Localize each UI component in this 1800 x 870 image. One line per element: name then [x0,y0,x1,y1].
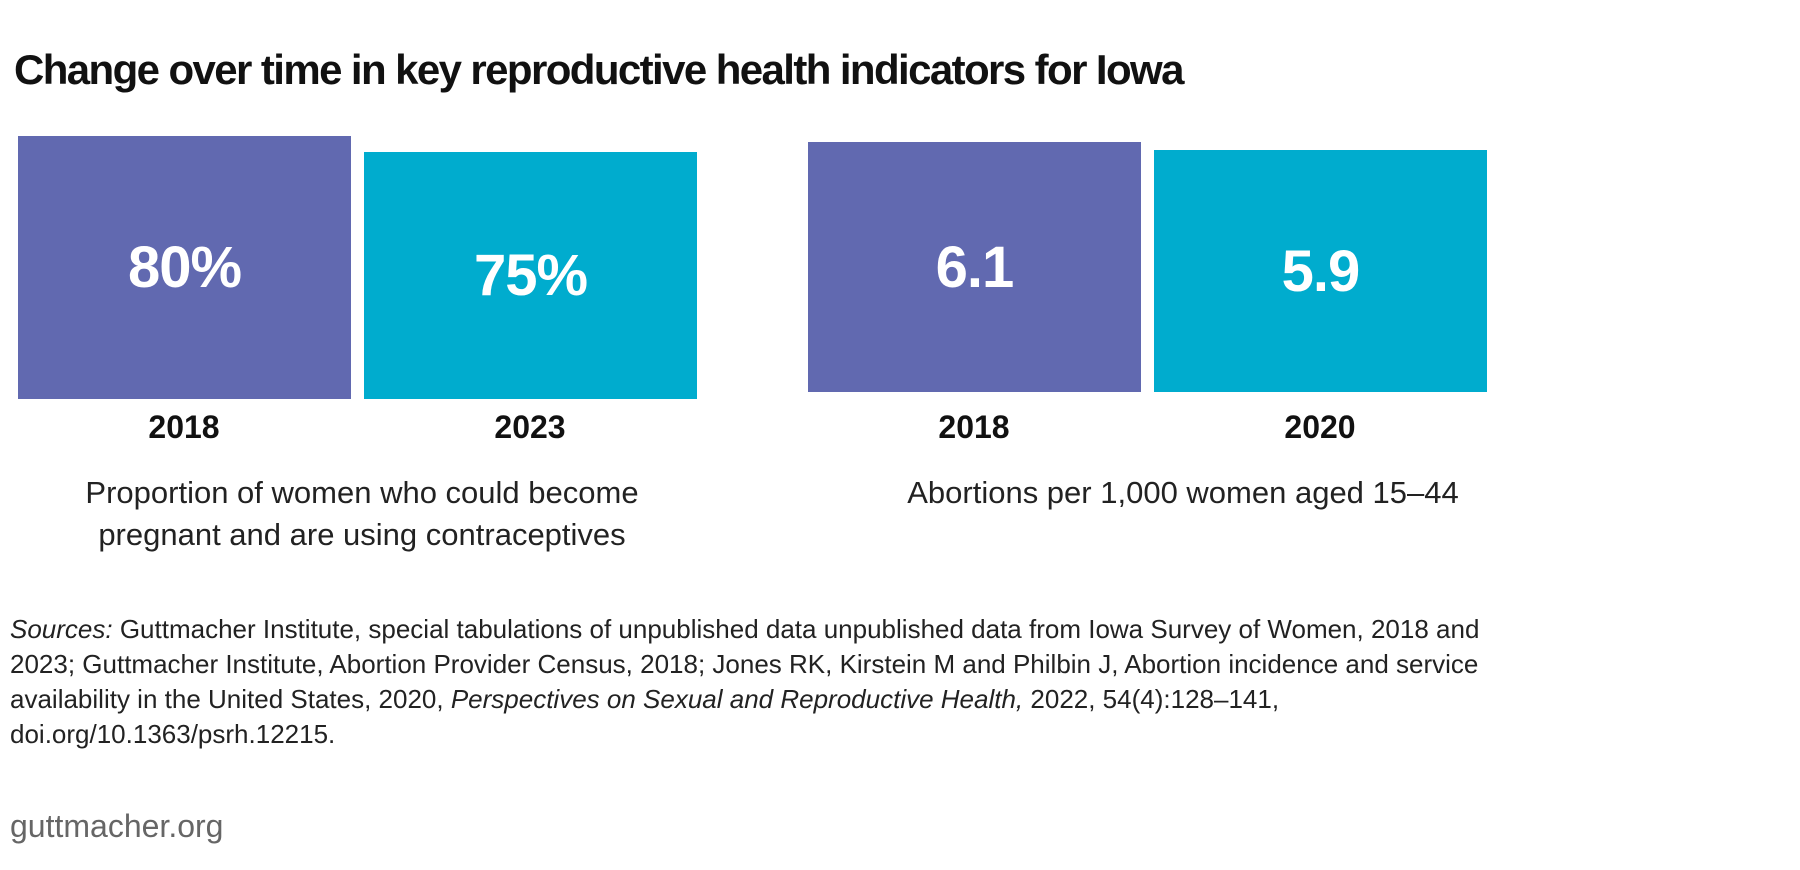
sources-note: Sources: Guttmacher Institute, special t… [10,612,1530,752]
caption-contraception: Proportion of women who could become pre… [18,472,706,556]
bar-abortion-2020: 5.9 [1154,150,1487,392]
data-label-contraception-2018: 80% [127,235,242,300]
data-label-abortion-2018: 6.1 [935,234,1015,300]
tick-label-abortion-2020: 2020 [1284,409,1356,445]
tick-label-abortion-2018: 2018 [938,409,1010,445]
bar-contraception-2018: 80% [18,136,351,399]
sources-text-1: Guttmacher Institute, special tabulation… [10,614,1480,714]
tick-label-contraception-2018: 2018 [148,409,220,445]
data-label-abortion-2020: 5.9 [1281,238,1361,304]
sources-label: Sources: [10,614,113,644]
caption-abortion: Abortions per 1,000 women aged 15–44 [808,472,1558,514]
caption-line-1: Proportion of women who could become [85,475,639,510]
caption-line-1: Abortions per 1,000 women aged 15–44 [907,475,1459,510]
bar-contraception-2023: 75% [364,152,697,399]
sources-journal: Perspectives on Sexual and Reproductive … [450,684,1024,714]
site-url: guttmacher.org [10,808,224,844]
data-label-contraception-2023: 75% [473,243,588,308]
caption-line-2: pregnant and are using contraceptives [98,517,626,552]
sources-text-2: 2022, 54(4):128–141, doi.org/10.1363/psr… [10,684,1280,749]
chart-title: Change over time in key reproductive hea… [14,46,1184,93]
tick-label-contraception-2023: 2023 [494,409,566,445]
bar-abortion-2018: 6.1 [808,142,1141,392]
